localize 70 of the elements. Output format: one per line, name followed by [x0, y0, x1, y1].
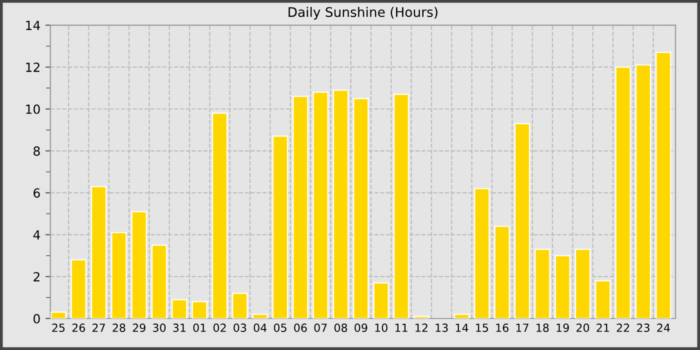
- bar: [272, 136, 288, 318]
- bar: [454, 314, 470, 318]
- x-tick-label: 15: [476, 324, 488, 332]
- bar: [192, 301, 208, 318]
- bar: [70, 259, 86, 318]
- x-tick-label: 09: [354, 324, 368, 332]
- x-tick-label: 10: [375, 324, 388, 332]
- y-tick-label: 4: [33, 230, 40, 240]
- x-tick-label: 20: [576, 324, 590, 332]
- x-tick-label: 13: [436, 324, 448, 332]
- y-tick-label: 8: [34, 146, 40, 156]
- bar: [656, 52, 672, 318]
- bar: [292, 96, 308, 318]
- x-tick-label: 16: [496, 324, 508, 332]
- bar: [332, 90, 349, 318]
- x-tick-label: 21: [596, 324, 609, 332]
- x-tick-label: 19: [556, 324, 569, 332]
- bar: [534, 248, 550, 318]
- bar: [414, 316, 430, 318]
- x-tick-label: 02: [213, 324, 226, 332]
- x-tick-label: 22: [616, 324, 630, 332]
- bar: [474, 188, 490, 318]
- y-tick-label: 12: [26, 62, 40, 72]
- y-tick-label: 14: [26, 20, 40, 30]
- bar: [554, 255, 570, 318]
- bar: [232, 292, 248, 318]
- bar: [635, 64, 652, 318]
- bar: [494, 226, 510, 318]
- y-tick-label: 0: [34, 314, 40, 324]
- bar: [353, 98, 369, 318]
- bar: [514, 123, 530, 318]
- y-tick-label: 2: [34, 272, 40, 282]
- x-tick-label: 06: [294, 324, 307, 332]
- x-tick-label: 23: [636, 324, 650, 332]
- bar: [312, 92, 328, 318]
- x-tick-label: 28: [112, 324, 126, 332]
- y-tick-label: 10: [26, 104, 40, 114]
- bar: [373, 282, 389, 318]
- x-tick-label: 03: [234, 324, 246, 332]
- chart-title: Daily Sunshine (Hours): [288, 6, 438, 20]
- x-tick-label: 30: [153, 324, 166, 332]
- x-tick-label: 25: [52, 324, 65, 332]
- x-tick-label: 24: [657, 324, 670, 332]
- bar: [615, 66, 631, 318]
- bar: [595, 280, 611, 318]
- x-tick-label: 12: [416, 324, 428, 332]
- x-tick-label: 17: [516, 324, 528, 332]
- x-tick-label: 26: [72, 324, 85, 332]
- bar: [90, 186, 107, 318]
- x-tick-label: 31: [173, 324, 186, 332]
- x-tick-label: 18: [536, 324, 549, 332]
- x-tick-label: 07: [314, 324, 327, 332]
- x-tick-label: 11: [395, 324, 408, 332]
- x-tick-label: 01: [193, 324, 206, 332]
- bar: [50, 312, 66, 318]
- bar: [574, 248, 591, 318]
- bar: [393, 94, 410, 318]
- x-tick-label: 04: [254, 324, 267, 332]
- bar: [131, 211, 147, 318]
- bar: [172, 299, 188, 318]
- bar: [212, 112, 228, 318]
- x-tick-label: 27: [92, 324, 105, 332]
- bar: [151, 244, 168, 318]
- bar: [111, 232, 127, 318]
- y-tick-label: 6: [34, 188, 40, 198]
- x-tick-label: 29: [132, 324, 146, 332]
- x-tick-label: 14: [456, 324, 468, 332]
- bar: [252, 314, 268, 318]
- x-tick-label: 08: [334, 324, 348, 332]
- x-tick-label: 05: [274, 324, 286, 332]
